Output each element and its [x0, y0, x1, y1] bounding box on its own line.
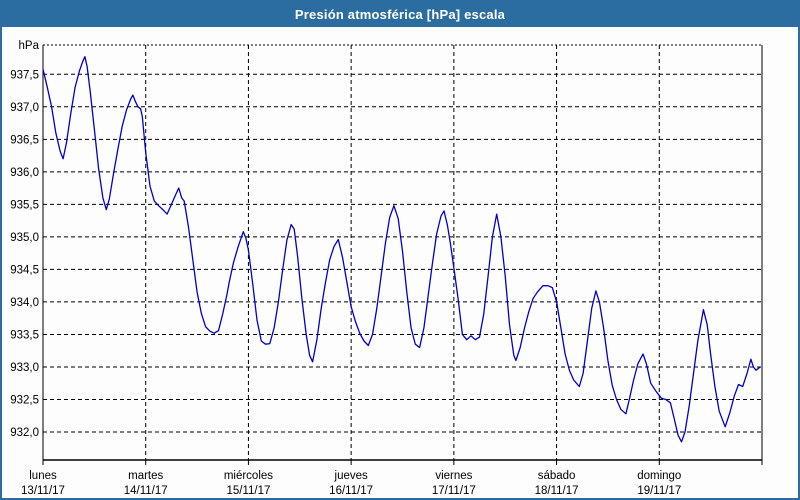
- x-day-label: lunes: [29, 470, 57, 482]
- y-tick-label: 935,5: [10, 199, 39, 211]
- y-tick-label: 937,5: [10, 69, 39, 81]
- title-bar: Presión atmosférica [hPa] escala: [2, 2, 798, 27]
- x-day-label: jueves: [334, 470, 368, 482]
- x-day-label: viernes: [435, 470, 472, 482]
- pressure-line-chart: 937,5 937,0 936,5 936,0 935,5 935,0 934,5 934,0…: [10, 40, 763, 497]
- y-tick-label: 936,5: [10, 134, 39, 146]
- y-tick-label: 936,0: [10, 167, 39, 179]
- x-date-label: 17/11/17: [432, 485, 476, 497]
- y-tick-label: 937,0: [10, 102, 39, 114]
- y-tick-label: 933,5: [10, 329, 39, 341]
- x-date-label: 15/11/17: [226, 485, 270, 497]
- y-tick-label: 932,5: [10, 395, 39, 407]
- y-tick-label: 933,0: [10, 362, 39, 374]
- x-day-label: miércoles: [224, 470, 273, 482]
- x-date-label: 19/11/17: [637, 485, 681, 497]
- y-tick-label: 934,5: [10, 264, 39, 276]
- x-date-label: 14/11/17: [124, 485, 168, 497]
- chart-title: Presión atmosférica [hPa] escala: [294, 7, 506, 22]
- y-axis-unit-label: hPa: [19, 40, 40, 52]
- pressure-curve: [42, 56, 761, 443]
- x-date-label: 16/11/17: [329, 485, 373, 497]
- x-day-label: domingo: [637, 470, 681, 482]
- x-date-label: 18/11/17: [535, 485, 579, 497]
- y-tick-label: 935,0: [10, 232, 39, 244]
- x-day-label: sábado: [538, 470, 576, 482]
- x-date-label: 13/11/17: [21, 485, 65, 497]
- y-tick-label: 932,0: [10, 427, 39, 439]
- chart-area: 937,5 937,0 936,5 936,0 935,5 935,0 934,5 934,0…: [2, 27, 798, 498]
- y-tick-label: 934,0: [10, 297, 39, 309]
- x-day-label: martes: [128, 470, 163, 482]
